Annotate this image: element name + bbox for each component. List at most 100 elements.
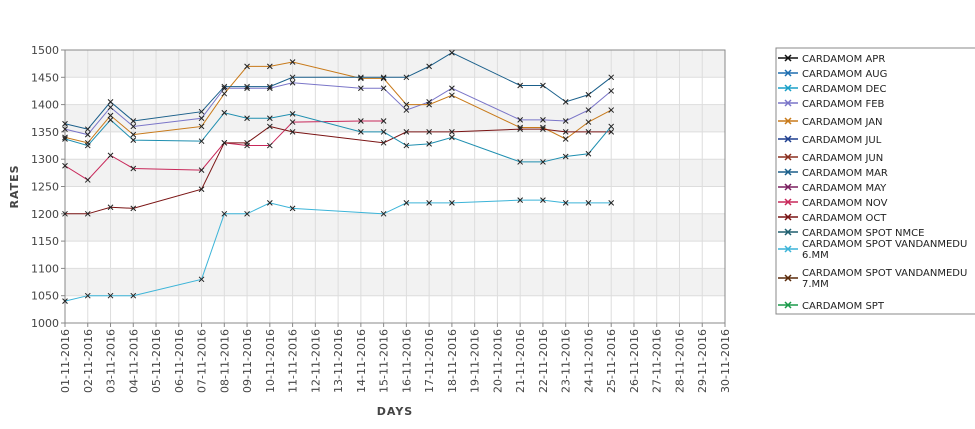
data-point-marker: [198, 123, 205, 130]
data-point-marker: [608, 107, 615, 113]
data-point-marker: [403, 101, 410, 108]
data-point-marker: [244, 83, 250, 90]
data-point-marker: [62, 210, 68, 217]
y-tick-label: 1450: [31, 71, 59, 84]
x-tick-label: 26-11-2016: [628, 329, 641, 393]
plot-band: [65, 104, 725, 132]
series-group: [62, 49, 615, 133]
legend-label: CARDAMOM APR: [802, 54, 885, 65]
data-point-marker: [221, 83, 228, 90]
data-point-marker: [266, 123, 273, 130]
data-point-marker: [540, 82, 546, 89]
data-point-marker: [380, 129, 387, 135]
data-point-marker: [84, 131, 91, 138]
series-layer: [62, 49, 615, 305]
data-point-marker: [84, 126, 91, 133]
grid-lines: [64, 49, 726, 324]
plot-band: [65, 50, 725, 78]
data-point-marker: [449, 134, 455, 141]
data-point-marker: [84, 142, 91, 149]
legend-label: CARDAMOM SPOT VANDANMEDU 6.MM: [802, 239, 967, 261]
data-point-marker: [266, 63, 273, 70]
legend-label: CARDAMOM JUN: [802, 153, 883, 164]
legend-swatch-marker: [784, 135, 792, 143]
y-tick-label: 1000: [31, 317, 59, 330]
x-tick-label: 09-11-2016: [241, 329, 254, 393]
data-point-marker: [289, 79, 296, 86]
data-point-marker: [540, 159, 546, 165]
data-point-marker: [130, 165, 137, 172]
data-point-marker: [221, 109, 228, 116]
data-point-marker: [517, 159, 524, 165]
legend-item: CARDAMOM DEC: [778, 84, 886, 95]
data-point-marker: [426, 200, 432, 206]
legend-item: CARDAMOM SPOT NMCE: [778, 228, 924, 239]
data-point-marker: [426, 129, 432, 135]
x-tick-label: 05-11-2016: [150, 329, 163, 393]
legend-label: CARDAMOM SPOT VANDANMEDU 7.MM: [802, 268, 967, 290]
y-tick-label: 1400: [31, 99, 59, 112]
data-point-marker: [62, 120, 68, 127]
legend-box: [775, 47, 975, 315]
x-axis-title: DAYS: [377, 405, 413, 418]
data-point-marker: [198, 115, 205, 122]
data-point-marker: [426, 141, 432, 147]
data-point-marker: [380, 139, 387, 146]
data-point-marker: [426, 101, 432, 108]
data-point-marker: [540, 197, 546, 204]
legend-swatch-marker: [784, 183, 792, 191]
data-point-marker: [198, 276, 205, 283]
legend-swatch-marker: [784, 228, 792, 236]
x-tick-label: 22-11-2016: [537, 329, 550, 393]
data-point-marker: [449, 85, 455, 92]
data-point-marker: [403, 142, 410, 149]
legend-swatch-marker: [784, 301, 792, 309]
plot-band: [65, 268, 725, 296]
data-point-marker: [585, 200, 592, 206]
legend: CARDAMOM APR CARDAMOM AUG CARDAMOM DEC CARD…: [775, 47, 975, 315]
legend-label: CARDAMOM JAN: [802, 117, 883, 128]
legend-item: CARDAMOM JUL: [778, 135, 882, 146]
data-point-marker: [130, 137, 137, 143]
x-axis: 01-11-2016 02-11-2016 03-11-2016 04-11-2016…: [59, 323, 732, 393]
legend-label: CARDAMOM JUL: [802, 135, 882, 146]
data-point-marker: [449, 92, 455, 99]
data-point-marker: [62, 126, 68, 133]
data-point-marker: [221, 139, 228, 146]
y-tick-label: 1350: [31, 126, 59, 139]
data-point-marker: [244, 139, 250, 146]
legend-swatch-marker: [784, 84, 792, 92]
y-tick-label: 1050: [31, 290, 59, 303]
data-point-marker: [107, 112, 114, 119]
x-tick-label: 08-11-2016: [218, 329, 231, 393]
data-point-marker: [608, 74, 615, 81]
data-point-marker: [358, 74, 364, 81]
data-point-marker: [562, 200, 569, 206]
data-point-marker: [585, 150, 592, 157]
y-tick-label: 1200: [31, 208, 59, 221]
data-point-marker: [562, 129, 569, 135]
x-tick-label: 06-11-2016: [173, 329, 186, 393]
data-point-marker: [289, 74, 296, 81]
plot-band: [65, 213, 725, 242]
data-point-marker: [266, 142, 273, 149]
data-point-marker: [107, 99, 114, 105]
legend-item: CARDAMOM MAY: [778, 183, 887, 194]
data-point-marker: [562, 118, 569, 124]
x-tick-label: 02-11-2016: [82, 329, 95, 393]
legend-label: CARDAMOM AUG: [802, 69, 887, 80]
x-tick-label: 21-11-2016: [514, 329, 527, 393]
x-tick-label: 10-11-2016: [264, 329, 277, 393]
data-point-marker: [84, 210, 91, 217]
legend-item: CARDAMOM JUN: [778, 153, 883, 164]
legend-item: CARDAMOM FEB: [778, 99, 885, 110]
y-tick-label: 1250: [31, 181, 59, 194]
data-point-marker: [517, 82, 524, 89]
data-point-marker: [266, 200, 273, 206]
data-point-marker: [358, 85, 364, 92]
x-tick-label: 16-11-2016: [400, 329, 413, 393]
x-tick-label: 15-11-2016: [378, 329, 391, 393]
y-tick-label: 1500: [31, 44, 59, 57]
data-point-marker: [198, 167, 205, 173]
